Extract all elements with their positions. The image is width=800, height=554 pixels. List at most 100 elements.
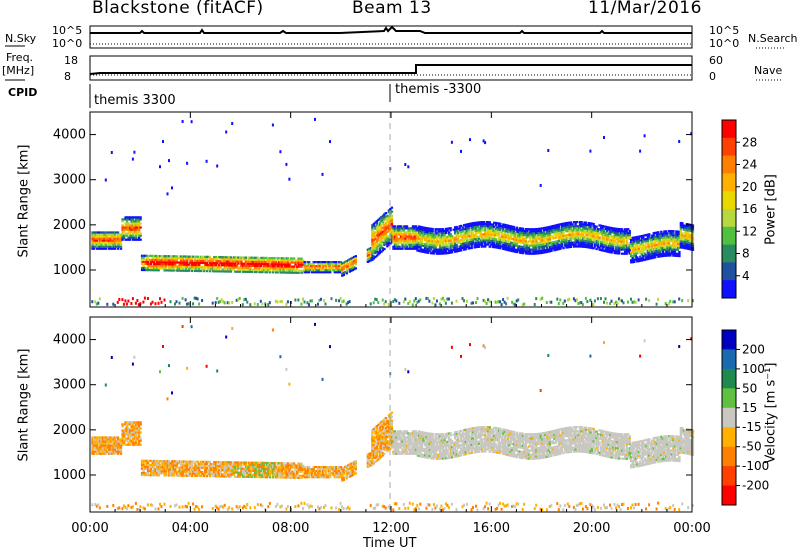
power-cell xyxy=(642,255,645,258)
power-cell xyxy=(506,224,509,227)
power-cell xyxy=(599,244,603,248)
power-cell xyxy=(441,234,445,237)
power-cell xyxy=(610,237,613,240)
velocity-cell xyxy=(225,471,228,474)
power-cell xyxy=(463,236,466,239)
power-cell xyxy=(484,227,487,230)
power-cell xyxy=(392,227,395,230)
power-cell xyxy=(101,235,105,238)
power-cell xyxy=(490,237,493,240)
power-cell xyxy=(371,240,374,243)
power-cell xyxy=(657,247,660,250)
power-cell xyxy=(648,255,651,258)
velocity-cell xyxy=(109,438,112,441)
power-cell xyxy=(384,218,388,221)
power-cell xyxy=(506,234,509,237)
velocity-cell xyxy=(234,467,237,470)
power-cell xyxy=(335,261,338,264)
power-cell xyxy=(581,243,585,246)
power-cell xyxy=(321,261,324,264)
power-cell xyxy=(621,236,624,239)
velocity-cell xyxy=(118,438,121,441)
power-cell xyxy=(559,247,562,250)
velocity-cell xyxy=(217,471,221,474)
power-cell xyxy=(271,265,275,268)
power-cell xyxy=(420,228,424,231)
velocity-cell xyxy=(122,441,126,444)
power-cell xyxy=(124,226,127,229)
power-cell xyxy=(119,235,123,238)
power-cell xyxy=(172,265,175,268)
power-cell xyxy=(587,232,591,235)
velocity-cell xyxy=(118,446,121,449)
power-cell xyxy=(444,238,448,241)
velocity-cell xyxy=(103,446,106,449)
power-cell xyxy=(672,254,675,257)
velocity-cell xyxy=(238,463,242,466)
power-cell xyxy=(140,266,144,269)
power-cell xyxy=(673,242,677,245)
power-cell xyxy=(136,238,139,241)
power-cell xyxy=(438,236,442,239)
velocity-cell xyxy=(174,470,177,473)
power-cell xyxy=(619,236,622,239)
power-cell xyxy=(271,269,275,272)
power-cell xyxy=(109,235,112,238)
velocity-cell xyxy=(223,463,227,466)
power-cell xyxy=(174,302,176,306)
velocity-cell xyxy=(159,502,161,506)
velocity-cell xyxy=(288,382,291,386)
power-cell xyxy=(420,244,424,247)
velocity-cell xyxy=(171,468,174,471)
power-cell xyxy=(208,255,211,259)
power-cell xyxy=(157,301,160,305)
power-cell xyxy=(282,267,285,270)
power-cell xyxy=(604,237,607,241)
power-cell xyxy=(487,233,490,236)
velocity-cell xyxy=(226,463,230,466)
power-cell xyxy=(450,301,453,305)
velocity-cell xyxy=(163,474,166,477)
power-cell xyxy=(162,140,164,143)
power-cell xyxy=(684,243,687,246)
power-cell xyxy=(440,228,443,231)
velocity-cell xyxy=(149,474,153,477)
velocity-cell xyxy=(139,421,142,424)
power-cell xyxy=(580,243,583,246)
power-cell xyxy=(646,233,649,236)
power-cell xyxy=(231,300,234,304)
power-cell xyxy=(599,228,603,231)
power-cell xyxy=(652,242,655,245)
power-cell xyxy=(174,261,177,264)
power-cell xyxy=(378,247,382,251)
power-cell xyxy=(485,233,488,236)
power-cell xyxy=(186,161,189,165)
power-cell xyxy=(190,263,193,266)
power-cell xyxy=(687,225,690,228)
power-cell xyxy=(171,267,174,270)
power-cell xyxy=(390,241,394,244)
velocity-cell xyxy=(107,442,111,445)
velocity-cell xyxy=(184,468,187,471)
power-cell xyxy=(180,255,183,258)
power-cell xyxy=(539,231,543,234)
power-cell xyxy=(377,301,380,305)
power-cell xyxy=(438,244,442,247)
power-cell xyxy=(423,243,427,246)
power-cell xyxy=(136,228,139,231)
power-cell xyxy=(652,236,655,239)
power-cell xyxy=(177,265,180,268)
velocity-cell xyxy=(205,468,208,472)
power-cell xyxy=(374,235,377,238)
power-cell xyxy=(243,256,246,259)
power-cell xyxy=(276,271,279,274)
power-cell xyxy=(238,296,241,300)
power-cell xyxy=(505,244,508,247)
power-cell xyxy=(286,271,290,274)
power-cell xyxy=(583,235,586,238)
velocity-cell xyxy=(177,470,180,473)
velocity-cell xyxy=(174,466,177,469)
velocity-cell xyxy=(252,463,255,466)
power-cell xyxy=(557,223,561,226)
power-cell xyxy=(106,231,109,234)
